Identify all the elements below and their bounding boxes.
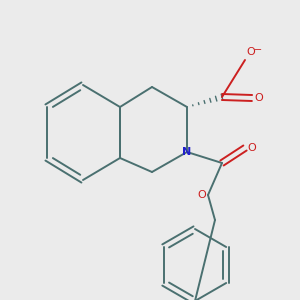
- Text: O: O: [254, 93, 263, 103]
- Text: −: −: [254, 45, 262, 55]
- Text: O: O: [197, 190, 206, 200]
- Text: O: O: [246, 47, 255, 57]
- Text: N: N: [182, 147, 192, 157]
- Text: O: O: [247, 143, 256, 153]
